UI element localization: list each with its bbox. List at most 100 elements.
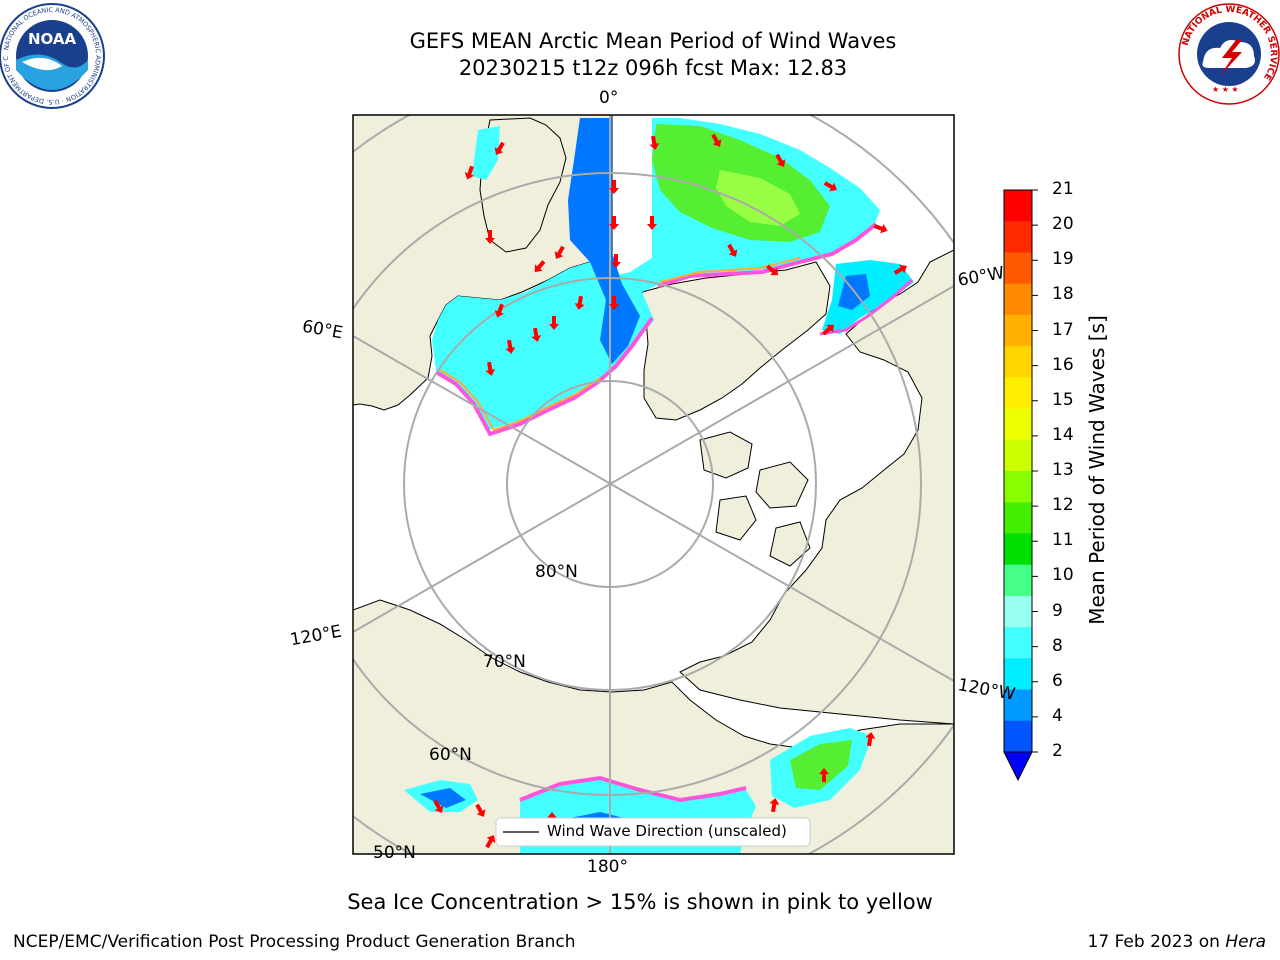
wave-arrow-icon [494,303,505,318]
colorbar-segment [1004,595,1032,628]
wave-arrow-icon [485,361,496,376]
wave-direction-arrows [433,133,907,849]
svg-text:★ ★ ★: ★ ★ ★ [1212,85,1239,94]
lon-label-180: 180° [587,857,628,877]
colorbar-segment [1004,346,1032,378]
lat-label-50n: 50°N [373,843,416,863]
colorbar-tick-label: 18 [1052,284,1074,305]
colorbar-segment [1004,439,1032,472]
wave-arrow-icon [823,181,837,192]
footer-date-text: 17 Feb 2023 on [1087,932,1226,952]
colorbar [1003,189,1038,782]
colorbar-segment [1004,720,1032,753]
colorbar-segment [1004,221,1032,253]
lat-label-60n: 60°N [429,745,472,765]
colorbar-segment [1004,252,1032,285]
colorbar-tick-label: 15 [1052,389,1074,410]
colorbar-tick-label: 14 [1052,424,1074,445]
land-islands [699,431,811,567]
colorbar-tick-label: 6 [1052,670,1063,691]
colorbar-segment [1004,502,1032,534]
wave-arrow-icon [873,223,888,234]
wave-field-baltic [472,126,500,180]
colorbar-segment [1004,283,1032,316]
chart-subtitle: 20230215 t12z 096h fcst Max: 12.83 [458,56,848,80]
nws-logo: NATIONAL WEATHER SERVICE ★ ★ ★ [1178,3,1280,105]
colorbar-segment [1004,533,1032,566]
legend-label: Wind Wave Direction (unscaled) [547,822,787,840]
colorbar-tick-label: 9 [1052,600,1063,621]
colorbar-tick-label: 10 [1052,565,1074,586]
wave-arrow-icon [609,296,619,310]
wave-arrow-icon [574,295,585,310]
wave-arrow-icon [464,165,475,180]
wave-arrow-icon [611,254,621,268]
footer-date: 17 Feb 2023 on Hera [1088,932,1266,952]
wave-arrow-icon [554,245,565,259]
noaa-logo: NATIONAL OCEANIC AND ATMOSPHERIC ADMINIS… [0,0,105,109]
colorbar-tick-label: 13 [1052,460,1074,480]
colorbar-tick-label: 12 [1052,495,1074,516]
colorbar-label: Mean Period of Wind Waves [s] [1085,315,1109,625]
wave-field-deep-blue [568,118,640,364]
wave-arrow-icon [727,243,738,257]
wave-arrow-icon [494,141,505,155]
wave-arrow-icon [775,153,786,167]
wave-arrow-icon [649,135,660,150]
lon-label-0: 0° [599,88,619,108]
colorbar-tick-label: 16 [1052,354,1074,375]
footer-credit: NCEP/EMC/Verification Post Processing Pr… [13,932,576,952]
ice-edge-atlantic [434,222,878,437]
colorbar-segment [1004,658,1032,691]
wave-arrow-icon [534,260,546,273]
wave-arrow-icon [893,264,907,275]
colorbar-tick-label: 4 [1052,705,1063,726]
wave-arrow-icon [822,324,835,336]
ice-edge-bering [519,775,747,803]
wave-arrow-icon [531,327,542,342]
wave-arrow-icon [766,264,779,276]
lat-label-80n: 80°N [535,562,578,582]
caption: Sea Ice Concentration > 15% is shown in … [347,890,933,914]
footer-host: Hera [1225,932,1266,952]
ice-edge-labrador [819,278,914,336]
chart-title: GEFS MEAN Arctic Mean Period of Wind Wav… [409,29,897,53]
wave-field-bright-green [716,170,800,226]
wave-arrow-icon [865,732,876,747]
wave-field-okhotsk-blue [420,788,466,808]
colorbar-tick-label: 20 [1052,214,1074,235]
map-legend [495,817,811,847]
graticule [353,115,954,854]
wave-arrow-icon [475,803,486,817]
colorbar-segment [1004,190,1032,222]
wave-arrow-icon [549,316,559,330]
colorbar-extend-triangle [1003,751,1033,782]
colorbar-segment [1004,627,1032,659]
wave-arrow-icon [609,180,619,194]
colorbar-tick-label: 21 [1052,179,1074,199]
wave-arrow-icon [485,230,495,244]
colorbar-tick-label: 11 [1052,530,1074,551]
wave-arrow-icon [769,798,780,813]
wave-field-gulf-alaska-green [790,740,852,790]
wave-arrow-icon [711,133,722,147]
colorbar-tick-label: 19 [1052,249,1074,270]
colorbar-segment [1004,408,1032,441]
colorbar-segment [1004,689,1032,722]
map-area [353,115,954,854]
colorbar-tick-label: 8 [1052,635,1063,656]
colorbar-segment [1004,471,1032,503]
wave-arrow-icon [819,768,829,782]
wave-arrow-icon [609,216,619,230]
wave-arrow-icon [485,835,496,849]
lat-label-70n: 70°N [483,652,526,672]
colorbar-segment [1004,314,1032,347]
wave-arrow-icon [647,216,657,230]
noaa-logo-text: NOAA [28,30,77,48]
wave-arrow-icon [433,799,444,813]
map-frame [352,114,955,855]
colorbar-tick-label: 2 [1052,741,1063,761]
colorbar-segment [1004,564,1032,597]
colorbar-tick-label: 17 [1052,319,1074,340]
